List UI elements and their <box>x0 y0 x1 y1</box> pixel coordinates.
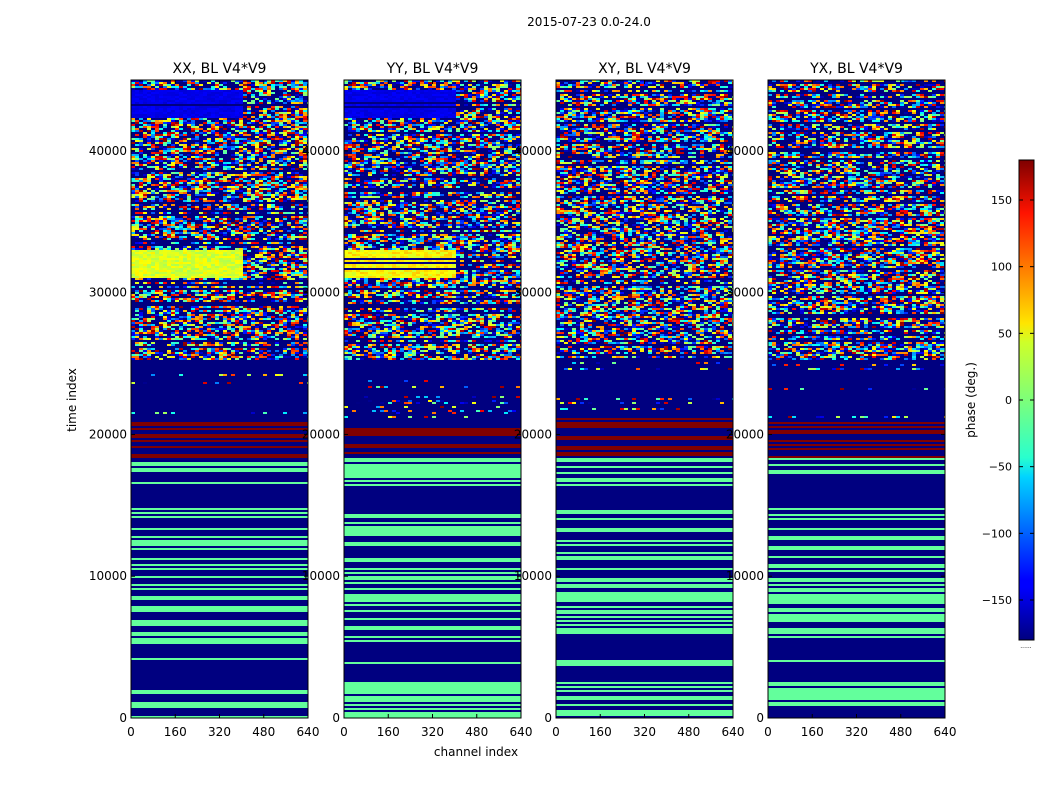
x-tick-label-2-1: 160 <box>589 725 612 739</box>
panel-0: XX, BL V4*V9 0 160 320 480 640 0 10000 20000 3000… <box>89 61 320 739</box>
x-tick-label-1-1: 160 <box>377 725 400 739</box>
y-tick-label-0-1: 10000 <box>89 569 127 583</box>
panel-title-1: YY, BL V4*V9 <box>386 61 479 77</box>
x-tick-label-1-4: 640 <box>510 725 533 739</box>
colorbar-tick-label-4: −50 <box>989 461 1012 474</box>
panels-group: XX, BL V4*V9 0 160 320 480 640 0 10000 20000 3000… <box>89 61 957 739</box>
x-tick-label-0-0: 0 <box>127 725 135 739</box>
y-tick-label-3-0: 0 <box>756 711 764 725</box>
colorbar-footer: ...... <box>1020 643 1032 650</box>
panel-title-3: YX, BL V4*V9 <box>809 61 903 77</box>
figure-suptitle: 2015-07-23 0.0-24.0 <box>527 15 651 29</box>
y-tick-label-0-3: 30000 <box>89 286 127 300</box>
y-tick-label-0-4: 40000 <box>89 144 127 158</box>
y-tick-label-3-3: 30000 <box>726 286 764 300</box>
x-tick-label-3-0: 0 <box>764 725 772 739</box>
y-tick-label-3-2: 20000 <box>726 427 764 441</box>
y-tick-label-0-0: 0 <box>119 711 127 725</box>
x-tick-label-2-4: 640 <box>722 725 745 739</box>
x-tick-label-0-2: 320 <box>208 725 231 739</box>
x-axis-label: channel index <box>434 745 518 759</box>
x-tick-label-0-3: 480 <box>252 725 275 739</box>
y-tick-label-1-0: 0 <box>332 711 340 725</box>
y-axis-label: time index <box>65 368 79 432</box>
x-tick-label-3-4: 640 <box>934 725 957 739</box>
x-tick-label-3-2: 320 <box>845 725 868 739</box>
colorbar-tick-label-0: 150 <box>991 194 1012 207</box>
y-tick-label-1-3: 30000 <box>302 286 340 300</box>
colorbar-tick-label-3: 0 <box>1005 394 1012 407</box>
panel-2: XY, BL V4*V9 0 160 320 480 640 0 10000 20000 3000… <box>514 61 745 739</box>
y-tick-label-2-0: 0 <box>544 711 552 725</box>
colorbar: 150 100 50 0 −50 −100 −150 phase (deg.) ...... <box>964 159 1035 650</box>
x-tick-label-0-1: 160 <box>164 725 187 739</box>
y-tick-label-3-4: 40000 <box>726 144 764 158</box>
y-tick-label-2-2: 20000 <box>514 427 552 441</box>
colorbar-label: phase (deg.) <box>964 362 978 438</box>
heatmap-image-2 <box>556 80 733 718</box>
heatmap-image-0 <box>131 80 308 718</box>
y-tick-label-2-4: 40000 <box>514 144 552 158</box>
x-tick-label-1-2: 320 <box>421 725 444 739</box>
x-tick-label-1-3: 480 <box>465 725 488 739</box>
x-tick-label-2-3: 480 <box>677 725 700 739</box>
colorbar-tick-label-5: −100 <box>982 527 1012 540</box>
y-tick-label-1-1: 10000 <box>302 569 340 583</box>
x-tick-label-2-2: 320 <box>633 725 656 739</box>
colorbar-tick-label-6: −150 <box>982 594 1012 607</box>
colorbar-tick-label-1: 100 <box>991 261 1012 274</box>
panel-3: YX, BL V4*V9 0 160 320 480 640 0 10000 20000 3000… <box>726 61 957 739</box>
x-tick-label-3-1: 160 <box>801 725 824 739</box>
panel-title-0: XX, BL V4*V9 <box>173 61 267 77</box>
heatmap-image-1 <box>344 80 521 718</box>
x-tick-label-0-4: 640 <box>297 725 320 739</box>
panel-1: YY, BL V4*V9 0 160 320 480 640 0 10000 20000 3000… <box>302 61 533 739</box>
colorbar-ticks: 150 100 50 0 −50 −100 −150 <box>982 194 1034 607</box>
y-tick-label-2-3: 30000 <box>514 286 552 300</box>
x-tick-label-2-0: 0 <box>552 725 560 739</box>
y-tick-label-2-1: 10000 <box>514 569 552 583</box>
y-tick-label-0-2: 20000 <box>89 427 127 441</box>
y-tick-label-3-1: 10000 <box>726 569 764 583</box>
panel-title-2: XY, BL V4*V9 <box>598 61 691 77</box>
x-tick-label-1-0: 0 <box>340 725 348 739</box>
heatmap-image-3 <box>768 80 945 718</box>
y-tick-label-1-2: 20000 <box>302 427 340 441</box>
y-tick-label-1-4: 40000 <box>302 144 340 158</box>
x-tick-label-3-3: 480 <box>889 725 912 739</box>
colorbar-tick-label-2: 50 <box>998 327 1012 340</box>
